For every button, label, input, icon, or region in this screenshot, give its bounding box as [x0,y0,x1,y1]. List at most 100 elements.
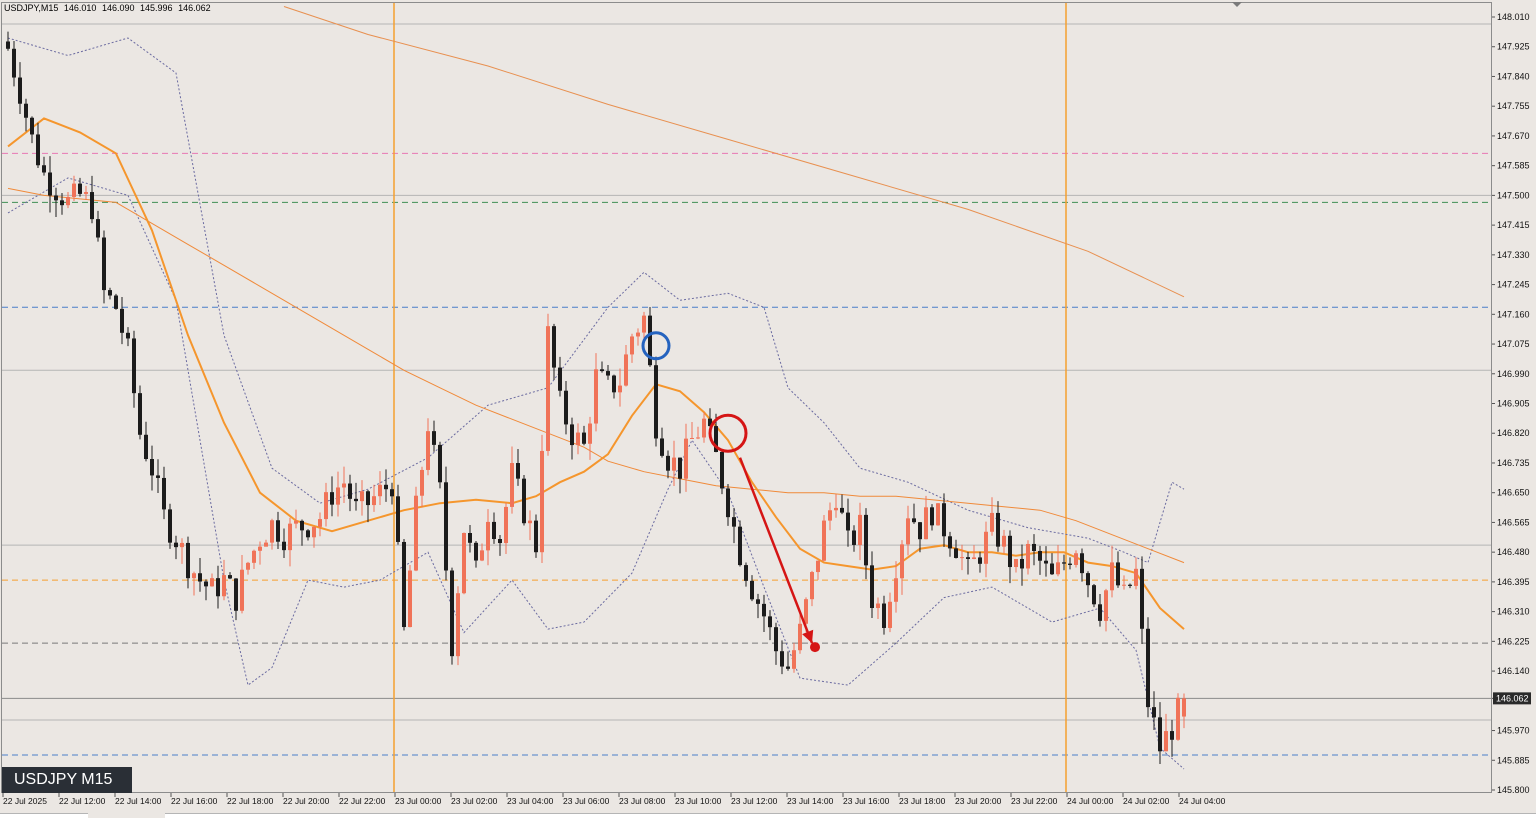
candle-body [576,432,580,446]
candle-body [540,450,544,553]
candle-body [168,509,172,543]
candle-body [606,371,610,376]
candle-body [1164,731,1168,752]
candle-body [642,315,646,333]
candle-body [390,489,394,497]
candle-body [372,496,376,506]
ema-fast [7,117,1185,630]
candle-body [222,575,226,597]
ohlc-open: 146.010 [63,3,97,13]
time-tick-label: 23 Jul 12:00 [731,796,778,806]
candle-body [108,290,112,296]
candle-body [966,557,970,559]
candle-body [1140,568,1144,629]
candle-body [756,599,760,604]
candle-body [456,593,460,657]
candle-body [1068,563,1072,565]
candle-body [1176,697,1180,740]
red-circle-annotation [708,413,748,453]
candle-body [738,526,742,566]
time-tick-label: 23 Jul 00:00 [395,796,442,806]
candle-body [1080,553,1084,574]
price-tick-label: 146.735 [1497,458,1530,468]
price-tick-label: 146.480 [1497,547,1530,557]
candle-body [414,495,418,571]
candle-body [210,578,214,587]
candle-body [828,510,832,521]
price-tick-label: 148.010 [1497,12,1530,22]
candle-body [942,503,946,537]
candle-body [990,512,994,532]
candle-body [510,463,514,507]
candle-body [780,651,784,667]
price-tick-label: 146.140 [1497,666,1530,676]
price-tick-label: 147.670 [1497,131,1530,141]
candle-body [1104,590,1108,621]
candle-body [720,451,724,489]
candle-body [612,375,616,393]
candle-body [798,623,802,651]
candle-body [120,308,124,333]
candle-body [792,650,796,669]
chart-shift-marker-icon[interactable] [1232,2,1242,7]
candle-body [330,492,334,505]
candle-body [834,507,838,511]
candle-body [750,580,754,600]
candle-body [354,498,358,502]
price-tick-label: 147.755 [1497,101,1530,111]
candle-body [684,438,688,479]
time-tick-label: 22 Jul 12:00 [59,796,106,806]
time-axis: 22 Jul 2025 22 Jul 12:00 22 Jul 14:00 22 Ju… [2,793,1226,806]
candle-body [744,565,748,581]
candle-body [60,200,64,206]
candle-body [570,424,574,446]
candle-body [432,431,436,445]
candle-body [930,507,934,526]
candle-body [264,542,268,547]
candle-body [384,484,388,490]
price-tick-label: 147.500 [1497,190,1530,200]
candle-body [648,315,652,366]
candle-body [450,570,454,657]
ma-slow [7,187,1185,564]
candle-body [804,599,808,624]
price-tick-label: 147.160 [1497,309,1530,319]
candle-body [282,541,286,551]
candle-body [234,578,238,611]
candle-body [1092,585,1096,605]
candle-body [822,520,826,561]
candle-body [492,521,496,540]
candle-body [906,518,910,545]
bollinger-lower [7,177,1185,770]
candle-body [1158,717,1162,752]
price-tick-label: 147.925 [1497,42,1530,52]
candle-body [864,514,868,566]
candle-body [30,117,34,135]
candle-body [504,506,508,544]
price-tick-label: 147.840 [1497,71,1530,81]
candle-body [324,492,328,520]
horizontal-levels [2,23,1491,756]
candle-body [348,483,352,499]
candle-body [1056,562,1060,575]
candlesticks [6,31,1186,764]
annotations [641,331,820,653]
bollinger-upper [7,37,1185,564]
chart-tab[interactable] [0,813,88,818]
price-tick-label: 147.330 [1497,250,1530,260]
candle-body [1152,707,1156,718]
candle-body [1050,563,1054,575]
ohlc-close: 146.062 [178,3,211,13]
candle-body [1002,535,1006,547]
candle-body [300,520,304,531]
candle-body [996,512,1000,547]
time-tick-label: 23 Jul 20:00 [955,796,1002,806]
candle-body [96,219,100,238]
blue-circle-annotation [641,331,671,361]
candle-body [396,496,400,542]
candle-body [186,542,190,579]
candle-body [144,434,148,460]
candle-body [726,488,730,518]
candle-body [1062,562,1066,564]
